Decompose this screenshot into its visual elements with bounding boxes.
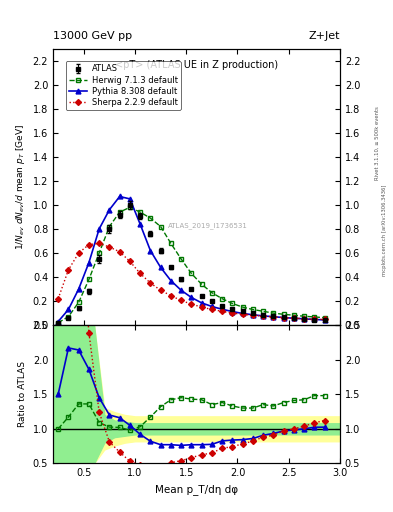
Sherpa 2.2.9 default — [86, 242, 91, 248]
Pythia 8.308 default — [292, 315, 296, 322]
Herwig 7.1.3 default — [66, 314, 71, 320]
Pythia 8.308 default — [169, 278, 173, 284]
Sherpa 2.2.9 default — [148, 280, 153, 286]
Herwig 7.1.3 default — [148, 215, 153, 221]
Pythia 8.308 default — [76, 286, 81, 292]
Pythia 8.308 default — [138, 221, 143, 227]
Pythia 8.308 default — [189, 294, 194, 301]
Pythia 8.308 default — [250, 312, 255, 318]
X-axis label: Mean p_T/dη dφ: Mean p_T/dη dφ — [155, 484, 238, 495]
Pythia 8.308 default — [230, 308, 235, 314]
Herwig 7.1.3 default — [158, 223, 163, 229]
Sherpa 2.2.9 default — [271, 314, 276, 320]
Herwig 7.1.3 default — [220, 295, 224, 302]
Pythia 8.308 default — [312, 316, 317, 323]
Sherpa 2.2.9 default — [76, 250, 81, 256]
Herwig 7.1.3 default — [189, 270, 194, 276]
Sherpa 2.2.9 default — [158, 287, 163, 293]
Herwig 7.1.3 default — [261, 308, 265, 314]
Herwig 7.1.3 default — [117, 209, 122, 215]
Pythia 8.308 default — [209, 304, 214, 310]
Pythia 8.308 default — [107, 207, 112, 213]
Legend: ATLAS, Herwig 7.1.3 default, Pythia 8.308 default, Sherpa 2.2.9 default: ATLAS, Herwig 7.1.3 default, Pythia 8.30… — [66, 61, 181, 110]
Herwig 7.1.3 default — [240, 304, 245, 310]
Pythia 8.308 default — [158, 264, 163, 270]
Sherpa 2.2.9 default — [220, 308, 224, 314]
Text: mcplots.cern.ch [arXiv:1306.3436]: mcplots.cern.ch [arXiv:1306.3436] — [382, 185, 387, 276]
Herwig 7.1.3 default — [56, 319, 61, 326]
Herwig 7.1.3 default — [312, 314, 317, 320]
Sherpa 2.2.9 default — [261, 313, 265, 319]
Line: Sherpa 2.2.9 default: Sherpa 2.2.9 default — [56, 241, 327, 322]
Herwig 7.1.3 default — [302, 313, 307, 319]
Herwig 7.1.3 default — [271, 310, 276, 316]
Sherpa 2.2.9 default — [138, 270, 143, 276]
Sherpa 2.2.9 default — [56, 295, 61, 302]
Sherpa 2.2.9 default — [302, 315, 307, 322]
Herwig 7.1.3 default — [128, 204, 132, 210]
Herwig 7.1.3 default — [97, 250, 101, 256]
Sherpa 2.2.9 default — [66, 267, 71, 273]
Pythia 8.308 default — [240, 310, 245, 316]
Herwig 7.1.3 default — [169, 240, 173, 246]
Sherpa 2.2.9 default — [250, 312, 255, 318]
Pythia 8.308 default — [302, 316, 307, 322]
Y-axis label: $1/N_{ev}$ $dN_{ev}/d$ mean $p_T$ [GeV]: $1/N_{ev}$ $dN_{ev}/d$ mean $p_T$ [GeV] — [14, 124, 27, 250]
Pythia 8.308 default — [281, 314, 286, 321]
Text: ATLAS_2019_I1736531: ATLAS_2019_I1736531 — [168, 222, 248, 229]
Herwig 7.1.3 default — [281, 311, 286, 317]
Pythia 8.308 default — [128, 196, 132, 202]
Herwig 7.1.3 default — [76, 299, 81, 305]
Herwig 7.1.3 default — [322, 314, 327, 321]
Sherpa 2.2.9 default — [230, 310, 235, 316]
Herwig 7.1.3 default — [179, 256, 184, 262]
Pythia 8.308 default — [220, 306, 224, 312]
Sherpa 2.2.9 default — [107, 244, 112, 250]
Herwig 7.1.3 default — [138, 209, 143, 215]
Sherpa 2.2.9 default — [97, 240, 101, 246]
Sherpa 2.2.9 default — [199, 304, 204, 310]
Sherpa 2.2.9 default — [281, 314, 286, 321]
Herwig 7.1.3 default — [250, 306, 255, 312]
Line: Herwig 7.1.3 default: Herwig 7.1.3 default — [56, 205, 327, 325]
Pythia 8.308 default — [117, 194, 122, 200]
Pythia 8.308 default — [86, 260, 91, 266]
Herwig 7.1.3 default — [209, 290, 214, 296]
Sherpa 2.2.9 default — [189, 301, 194, 307]
Sherpa 2.2.9 default — [322, 316, 327, 323]
Pythia 8.308 default — [97, 226, 101, 232]
Herwig 7.1.3 default — [199, 281, 204, 287]
Herwig 7.1.3 default — [292, 312, 296, 318]
Y-axis label: Ratio to ATLAS: Ratio to ATLAS — [18, 361, 27, 427]
Sherpa 2.2.9 default — [179, 297, 184, 304]
Sherpa 2.2.9 default — [240, 311, 245, 317]
Herwig 7.1.3 default — [107, 223, 112, 229]
Sherpa 2.2.9 default — [292, 315, 296, 321]
Pythia 8.308 default — [199, 300, 204, 306]
Text: <pT> (ATLAS UE in Z production): <pT> (ATLAS UE in Z production) — [115, 60, 278, 70]
Pythia 8.308 default — [261, 313, 265, 319]
Sherpa 2.2.9 default — [169, 292, 173, 298]
Sherpa 2.2.9 default — [117, 249, 122, 255]
Text: Z+Jet: Z+Jet — [309, 31, 340, 41]
Sherpa 2.2.9 default — [209, 306, 214, 312]
Pythia 8.308 default — [148, 247, 153, 253]
Herwig 7.1.3 default — [86, 276, 91, 283]
Pythia 8.308 default — [271, 314, 276, 320]
Pythia 8.308 default — [322, 317, 327, 323]
Line: Pythia 8.308 default: Pythia 8.308 default — [56, 194, 327, 324]
Herwig 7.1.3 default — [230, 301, 235, 307]
Text: Rivet 3.1.10, ≥ 500k events: Rivet 3.1.10, ≥ 500k events — [375, 106, 380, 180]
Pythia 8.308 default — [66, 306, 71, 312]
Sherpa 2.2.9 default — [312, 316, 317, 322]
Pythia 8.308 default — [179, 287, 184, 293]
Sherpa 2.2.9 default — [128, 259, 132, 265]
Text: 13000 GeV pp: 13000 GeV pp — [53, 31, 132, 41]
Pythia 8.308 default — [56, 318, 61, 325]
